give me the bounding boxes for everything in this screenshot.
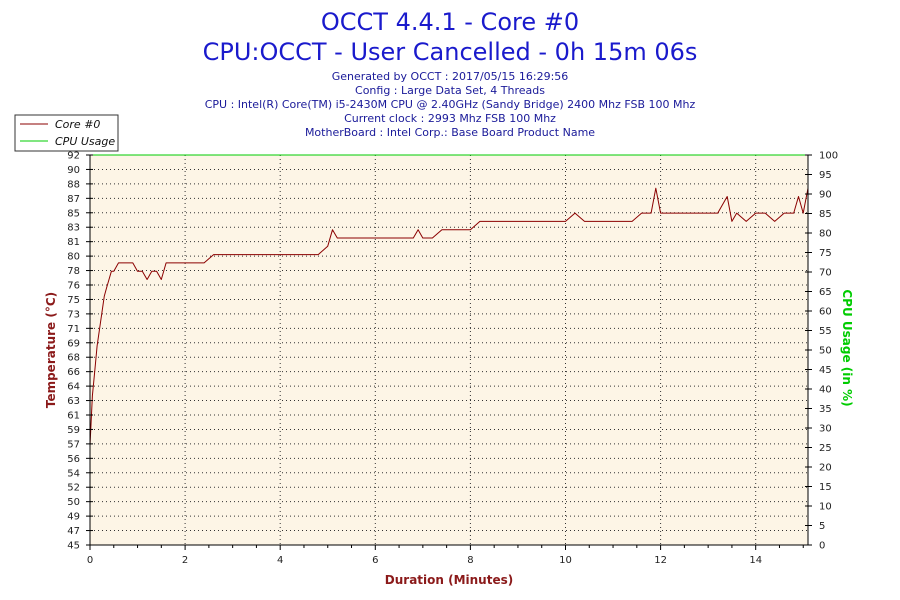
- chart-subtitle: CPU:OCCT - User Cancelled - 0h 15m 06s: [203, 38, 698, 66]
- y-axis-right-label: CPU Usage (in %): [840, 289, 854, 406]
- x-tick-label: 10: [559, 555, 572, 566]
- y-left-tick-label: 49: [67, 512, 80, 523]
- y-axis-left-label: Temperature (°C): [44, 292, 58, 408]
- y-left-tick-label: 68: [67, 353, 80, 364]
- plot-area: [90, 155, 808, 545]
- ticks: 4547495052545657596163646668697173757678…: [67, 151, 838, 567]
- info-cpu: CPU : Intel(R) Core(TM) i5-2430M CPU @ 2…: [205, 98, 696, 111]
- y-right-tick-label: 10: [819, 502, 832, 513]
- y-right-tick-label: 40: [819, 385, 832, 396]
- y-left-tick-label: 50: [67, 497, 80, 508]
- y-right-tick-label: 45: [819, 365, 832, 376]
- x-tick-label: 2: [182, 555, 188, 566]
- y-left-tick-label: 71: [67, 324, 80, 335]
- y-right-tick-label: 85: [819, 209, 832, 220]
- y-left-tick-label: 56: [67, 454, 80, 465]
- info-generated: Generated by OCCT : 2017/05/15 16:29:56: [332, 70, 569, 83]
- y-left-tick-label: 87: [67, 194, 80, 205]
- y-left-tick-label: 92: [67, 151, 80, 162]
- y-left-tick-label: 80: [67, 252, 80, 263]
- y-left-tick-label: 47: [67, 526, 80, 537]
- x-tick-label: 4: [277, 555, 283, 566]
- y-left-tick-label: 61: [67, 411, 80, 422]
- y-left-tick-label: 57: [67, 439, 80, 450]
- info-clock: Current clock : 2993 Mhz FSB 100 Mhz: [344, 112, 556, 125]
- y-left-tick-label: 90: [67, 165, 80, 176]
- y-right-tick-label: 20: [819, 463, 832, 474]
- info-motherboard: MotherBoard : Intel Corp.: Base Board Pr…: [305, 126, 595, 139]
- y-left-tick-label: 73: [67, 309, 80, 320]
- legend-label-cpu: CPU Usage: [55, 135, 115, 148]
- y-right-tick-label: 90: [819, 190, 832, 201]
- y-right-tick-label: 50: [819, 346, 832, 357]
- y-right-tick-label: 80: [819, 229, 832, 240]
- y-right-tick-label: 30: [819, 424, 832, 435]
- chart-title: OCCT 4.4.1 - Core #0: [321, 8, 579, 36]
- y-left-tick-label: 83: [67, 223, 80, 234]
- legend: Core #0 CPU Usage: [14, 114, 119, 152]
- y-left-tick-label: 64: [67, 382, 80, 393]
- legend-box: [14, 114, 119, 152]
- y-left-tick-label: 78: [67, 266, 80, 277]
- y-right-tick-label: 95: [819, 170, 832, 181]
- y-right-tick-label: 15: [819, 482, 832, 493]
- y-left-tick-label: 85: [67, 208, 80, 219]
- y-right-tick-label: 70: [819, 268, 832, 279]
- info-config: Config : Large Data Set, 4 Threads: [355, 84, 545, 97]
- y-right-tick-label: 55: [819, 326, 832, 337]
- x-tick-label: 12: [654, 555, 667, 566]
- x-tick-label: 0: [87, 555, 93, 566]
- grid: [90, 155, 808, 545]
- series-line-core-0: [89, 187, 809, 446]
- x-tick-label: 14: [749, 555, 762, 566]
- y-left-tick-label: 81: [67, 237, 80, 248]
- legend-label-core: Core #0: [55, 118, 100, 131]
- y-left-tick-label: 66: [67, 367, 80, 378]
- y-right-tick-label: 0: [819, 541, 825, 552]
- y-right-tick-label: 60: [819, 307, 832, 318]
- x-tick-label: 8: [467, 555, 473, 566]
- y-left-tick-label: 52: [67, 483, 80, 494]
- x-axis-label: Duration (Minutes): [385, 573, 513, 587]
- y-left-tick-label: 88: [67, 179, 80, 190]
- y-left-tick-label: 75: [67, 295, 80, 306]
- y-right-tick-label: 65: [819, 287, 832, 298]
- y-right-tick-label: 75: [819, 248, 832, 259]
- y-right-tick-label: 35: [819, 404, 832, 415]
- y-left-tick-label: 54: [67, 468, 80, 479]
- y-left-tick-label: 45: [67, 541, 80, 552]
- y-left-tick-label: 59: [67, 425, 80, 436]
- series: [89, 154, 809, 446]
- x-tick-label: 6: [372, 555, 378, 566]
- y-right-tick-label: 25: [819, 443, 832, 454]
- y-left-tick-label: 63: [67, 396, 80, 407]
- y-right-tick-label: 5: [819, 521, 825, 532]
- y-left-tick-label: 69: [67, 338, 80, 349]
- y-left-tick-label: 76: [67, 281, 80, 292]
- y-right-tick-label: 100: [819, 151, 838, 162]
